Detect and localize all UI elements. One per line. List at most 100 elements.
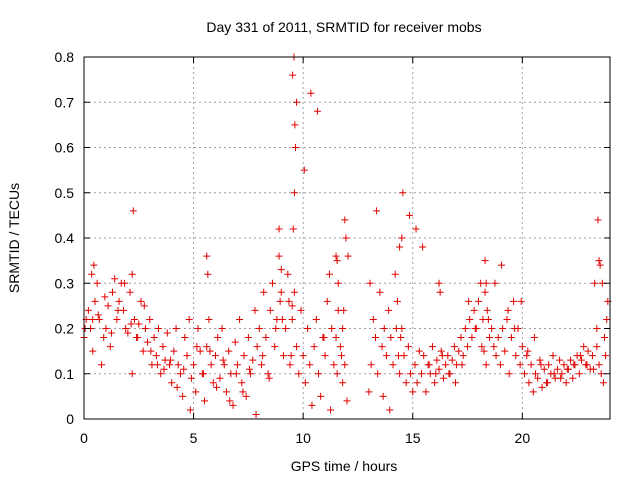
y-tick-label: 0.4 [55, 230, 75, 246]
data-point [367, 361, 375, 369]
data-point [328, 325, 336, 332]
data-point [139, 347, 147, 355]
data-point [544, 379, 552, 387]
data-point [209, 379, 217, 387]
data-point [488, 325, 496, 332]
data-point [442, 361, 450, 369]
data-point [260, 288, 268, 296]
data-point [407, 370, 415, 378]
data-point [538, 383, 546, 391]
data-point [108, 288, 116, 296]
data-point [199, 370, 207, 378]
data-point [272, 325, 280, 332]
data-point [101, 293, 109, 301]
x-tick-label: 5 [190, 430, 198, 446]
data-point [193, 343, 201, 351]
x-tick-label: 0 [80, 430, 88, 446]
data-point [397, 334, 405, 342]
data-point [94, 311, 102, 319]
data-point [122, 325, 130, 332]
data-point [392, 325, 400, 332]
data-point [251, 306, 259, 314]
data-point [558, 370, 566, 378]
data-point [595, 361, 603, 369]
data-point [524, 347, 532, 355]
data-point [580, 343, 588, 351]
data-point [431, 379, 439, 387]
data-point [201, 397, 209, 405]
data-point [218, 325, 226, 332]
data-point [190, 361, 198, 369]
data-point [344, 252, 352, 260]
data-point [496, 361, 504, 369]
data-point [436, 288, 444, 296]
data-point [236, 315, 244, 323]
data-point [155, 325, 163, 332]
data-point [450, 343, 458, 351]
data-point [288, 315, 296, 323]
data-point [126, 288, 134, 296]
data-point [203, 252, 211, 260]
data-point [459, 352, 467, 360]
data-point [432, 370, 440, 378]
data-point [229, 401, 237, 409]
data-point [433, 356, 441, 364]
data-point [562, 379, 570, 387]
data-point [255, 325, 263, 332]
data-point [334, 279, 342, 287]
data-point [484, 315, 492, 323]
data-point [124, 329, 132, 337]
data-point [279, 352, 287, 360]
data-point [336, 343, 344, 351]
data-point [570, 361, 578, 369]
data-point [490, 343, 498, 351]
points-layer [80, 53, 612, 418]
data-point [595, 257, 603, 265]
data-point [517, 297, 525, 305]
data-point [84, 306, 92, 314]
data-point [475, 297, 482, 305]
data-point [596, 261, 604, 269]
data-point [239, 388, 247, 396]
data-point [225, 347, 233, 355]
data-point [557, 374, 565, 382]
data-point [307, 89, 315, 97]
data-point [203, 343, 211, 351]
data-point [540, 365, 548, 373]
data-point [213, 383, 221, 391]
y-tick-label: 0.6 [55, 140, 75, 156]
data-point [299, 352, 307, 360]
data-point [90, 261, 98, 269]
y-tick-label: 0.3 [55, 275, 75, 291]
data-point [413, 379, 421, 387]
data-point [253, 343, 261, 351]
data-point [593, 343, 601, 351]
data-point [163, 329, 171, 337]
data-point [485, 334, 493, 342]
data-point [534, 374, 542, 382]
data-point [295, 370, 303, 378]
data-point [521, 370, 529, 378]
data-point [341, 216, 349, 224]
data-point [504, 306, 512, 314]
data-point [297, 306, 305, 314]
data-point [146, 315, 154, 323]
data-point [437, 347, 445, 355]
data-point [121, 279, 129, 287]
data-point [220, 361, 228, 369]
data-point [511, 325, 519, 332]
data-point [192, 388, 200, 396]
data-point [379, 392, 387, 400]
data-point [258, 361, 266, 369]
data-point [259, 352, 267, 360]
data-point [233, 361, 241, 369]
x-axis-label: GPS time / hours [291, 458, 398, 474]
data-point [342, 234, 350, 242]
data-point [505, 370, 513, 378]
data-point [510, 297, 518, 305]
x-tick-label: 15 [405, 430, 421, 446]
data-point [482, 279, 490, 287]
data-point [389, 361, 397, 369]
data-point [491, 279, 499, 287]
data-point [425, 361, 433, 369]
